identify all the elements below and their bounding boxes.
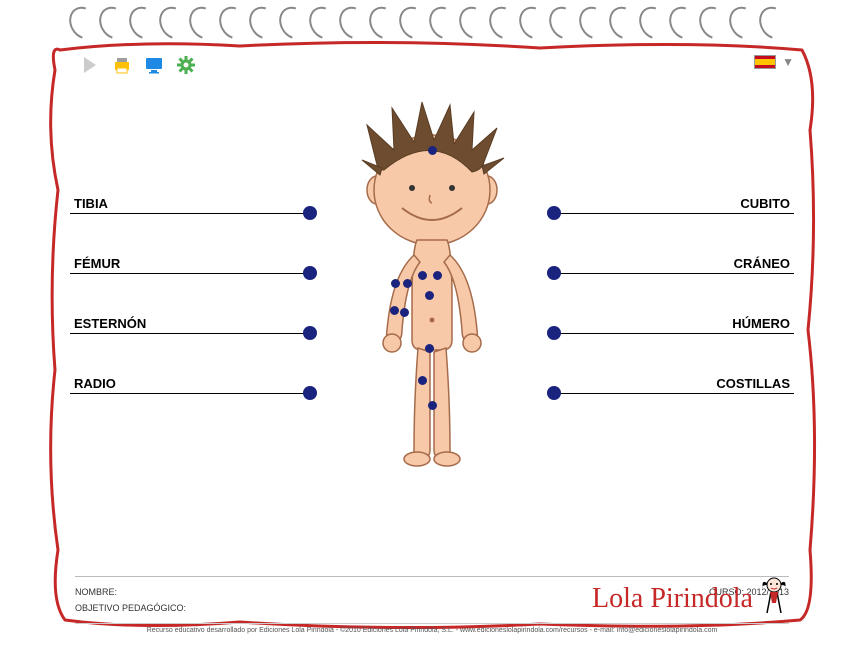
screen-icon[interactable]: [144, 55, 164, 75]
bone-label-text: HÚMERO: [728, 316, 794, 333]
brand-text: Lola Pirindola: [592, 583, 753, 615]
bone-label-line[interactable]: CUBITO: [554, 190, 794, 214]
connector-dot[interactable]: [547, 326, 561, 340]
bone-label-line[interactable]: FÉMUR: [70, 250, 310, 274]
print-icon[interactable]: [112, 55, 132, 75]
chevron-down-icon: ▼: [782, 55, 794, 69]
flag-spain-icon: [754, 55, 776, 69]
bone-label-text: CUBITO: [736, 196, 794, 213]
bone-label-text: CRÁNEO: [730, 256, 794, 273]
bone-label-line[interactable]: TIBIA: [70, 190, 310, 214]
body-anchor-dot[interactable]: [418, 271, 427, 280]
toolbar: [80, 55, 196, 75]
connector-dot[interactable]: [547, 266, 561, 280]
bone-label-line[interactable]: COSTILLAS: [554, 370, 794, 394]
connector-dot[interactable]: [303, 326, 317, 340]
name-label: NOMBRE:: [75, 587, 117, 597]
bone-label-line[interactable]: RADIO: [70, 370, 310, 394]
bone-label-line[interactable]: CRÁNEO: [554, 250, 794, 274]
body-anchor-dot[interactable]: [418, 376, 427, 385]
labels-left: TIBIA FÉMUR ESTERNÓN RADIO: [70, 190, 310, 394]
bone-label-text: ESTERNÓN: [70, 316, 150, 333]
body-anchor-dot[interactable]: [428, 401, 437, 410]
bone-label-text: TIBIA: [70, 196, 112, 213]
activity-area: TIBIA FÉMUR ESTERNÓN RADIO CUBITO CRÁNEO HÚME…: [70, 100, 794, 523]
brand-mascot-icon: [759, 575, 789, 615]
body-anchor-dot[interactable]: [400, 308, 409, 317]
brand-logo: Lola Pirindola: [592, 575, 789, 615]
language-selector[interactable]: ▼: [754, 55, 794, 69]
bone-label-line[interactable]: ESTERNÓN: [70, 310, 310, 334]
body-anchor-dot[interactable]: [428, 146, 437, 155]
bone-label-text: RADIO: [70, 376, 120, 393]
body-anchor-dot[interactable]: [433, 271, 442, 280]
connector-dot[interactable]: [303, 386, 317, 400]
bone-label-text: COSTILLAS: [712, 376, 794, 393]
bone-label-text: FÉMUR: [70, 256, 124, 273]
gear-icon[interactable]: [176, 55, 196, 75]
body-anchor-dot[interactable]: [425, 291, 434, 300]
connector-dot[interactable]: [547, 206, 561, 220]
connector-dot[interactable]: [303, 206, 317, 220]
labels-right: CUBITO CRÁNEO HÚMERO COSTILLAS: [554, 190, 794, 394]
connector-dot[interactable]: [547, 386, 561, 400]
connector-dot[interactable]: [303, 266, 317, 280]
body-figure[interactable]: [322, 100, 542, 470]
body-anchor-dot[interactable]: [403, 279, 412, 288]
play-icon[interactable]: [80, 55, 100, 75]
body-anchor-dot[interactable]: [425, 344, 434, 353]
credits-line: Recurso educativo desarrollado por Edici…: [75, 623, 789, 634]
body-anchor-dot[interactable]: [390, 306, 399, 315]
body-anchor-dot[interactable]: [391, 279, 400, 288]
bone-label-line[interactable]: HÚMERO: [554, 310, 794, 334]
